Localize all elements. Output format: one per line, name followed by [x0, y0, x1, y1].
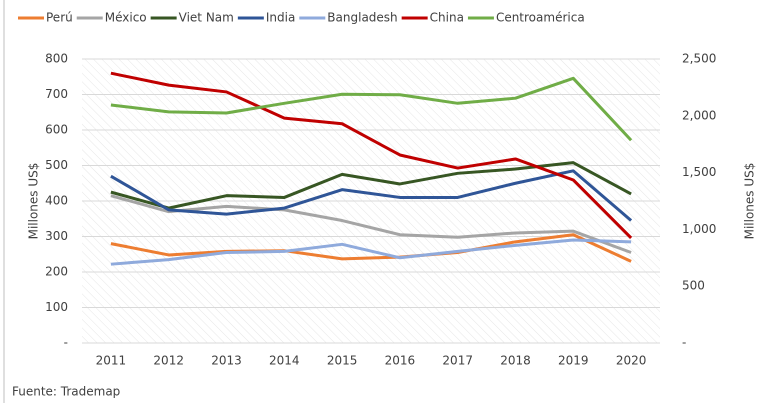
- y-tick-label: 500: [45, 158, 68, 172]
- y2-tick-label: 2,000: [682, 108, 716, 122]
- x-tick-label: 2012: [153, 354, 184, 368]
- legend-label: México: [105, 11, 147, 25]
- y-tick-label: 100: [45, 300, 68, 314]
- x-tick-label: 2011: [96, 354, 127, 368]
- y-tick-label: 400: [45, 194, 68, 208]
- series-line: [110, 233, 632, 263]
- legend-label: China: [430, 11, 464, 25]
- series-line: [110, 76, 633, 142]
- y2-tick-label: 1,000: [682, 222, 716, 236]
- series-line: [110, 71, 633, 239]
- series-line: [110, 169, 633, 222]
- y-tick-label: 300: [45, 229, 68, 243]
- y2-tick-label: 2,500: [682, 52, 716, 66]
- series-line: [110, 194, 632, 254]
- source-note: Fuente: Trademap: [12, 385, 120, 399]
- x-tick-label: 2013: [211, 354, 242, 368]
- series-line: [110, 161, 632, 210]
- x-tick-label: 2016: [385, 354, 416, 368]
- y2-tick-label: -: [682, 336, 686, 350]
- y2-tick-label: 1,500: [682, 165, 716, 179]
- x-tick-label: 2015: [327, 354, 358, 368]
- x-tick-label: 2019: [558, 354, 589, 368]
- x-tick-label: 2018: [500, 354, 531, 368]
- y-tick-label: 800: [45, 52, 68, 66]
- series-line: [110, 238, 632, 266]
- legend-label: Bangladesh: [327, 11, 397, 25]
- legend-label: Viet Nam: [179, 11, 234, 25]
- legend-label: Perú: [46, 11, 73, 25]
- y2-tick-label: 500: [682, 279, 705, 293]
- legend-label: India: [266, 11, 295, 25]
- legend-label: Centroamérica: [496, 11, 585, 25]
- x-tick-label: 2014: [269, 354, 300, 368]
- y-tick-label: 700: [45, 87, 68, 101]
- y-tick-label: 200: [45, 265, 68, 279]
- y-axis-label: Millones US$: [27, 163, 41, 240]
- y-tick-label: -: [64, 336, 68, 350]
- y-tick-label: 600: [45, 123, 68, 137]
- y2-axis-label: Millones US$: [743, 163, 757, 240]
- x-tick-label: 2017: [442, 354, 473, 368]
- x-tick-label: 2020: [616, 354, 647, 368]
